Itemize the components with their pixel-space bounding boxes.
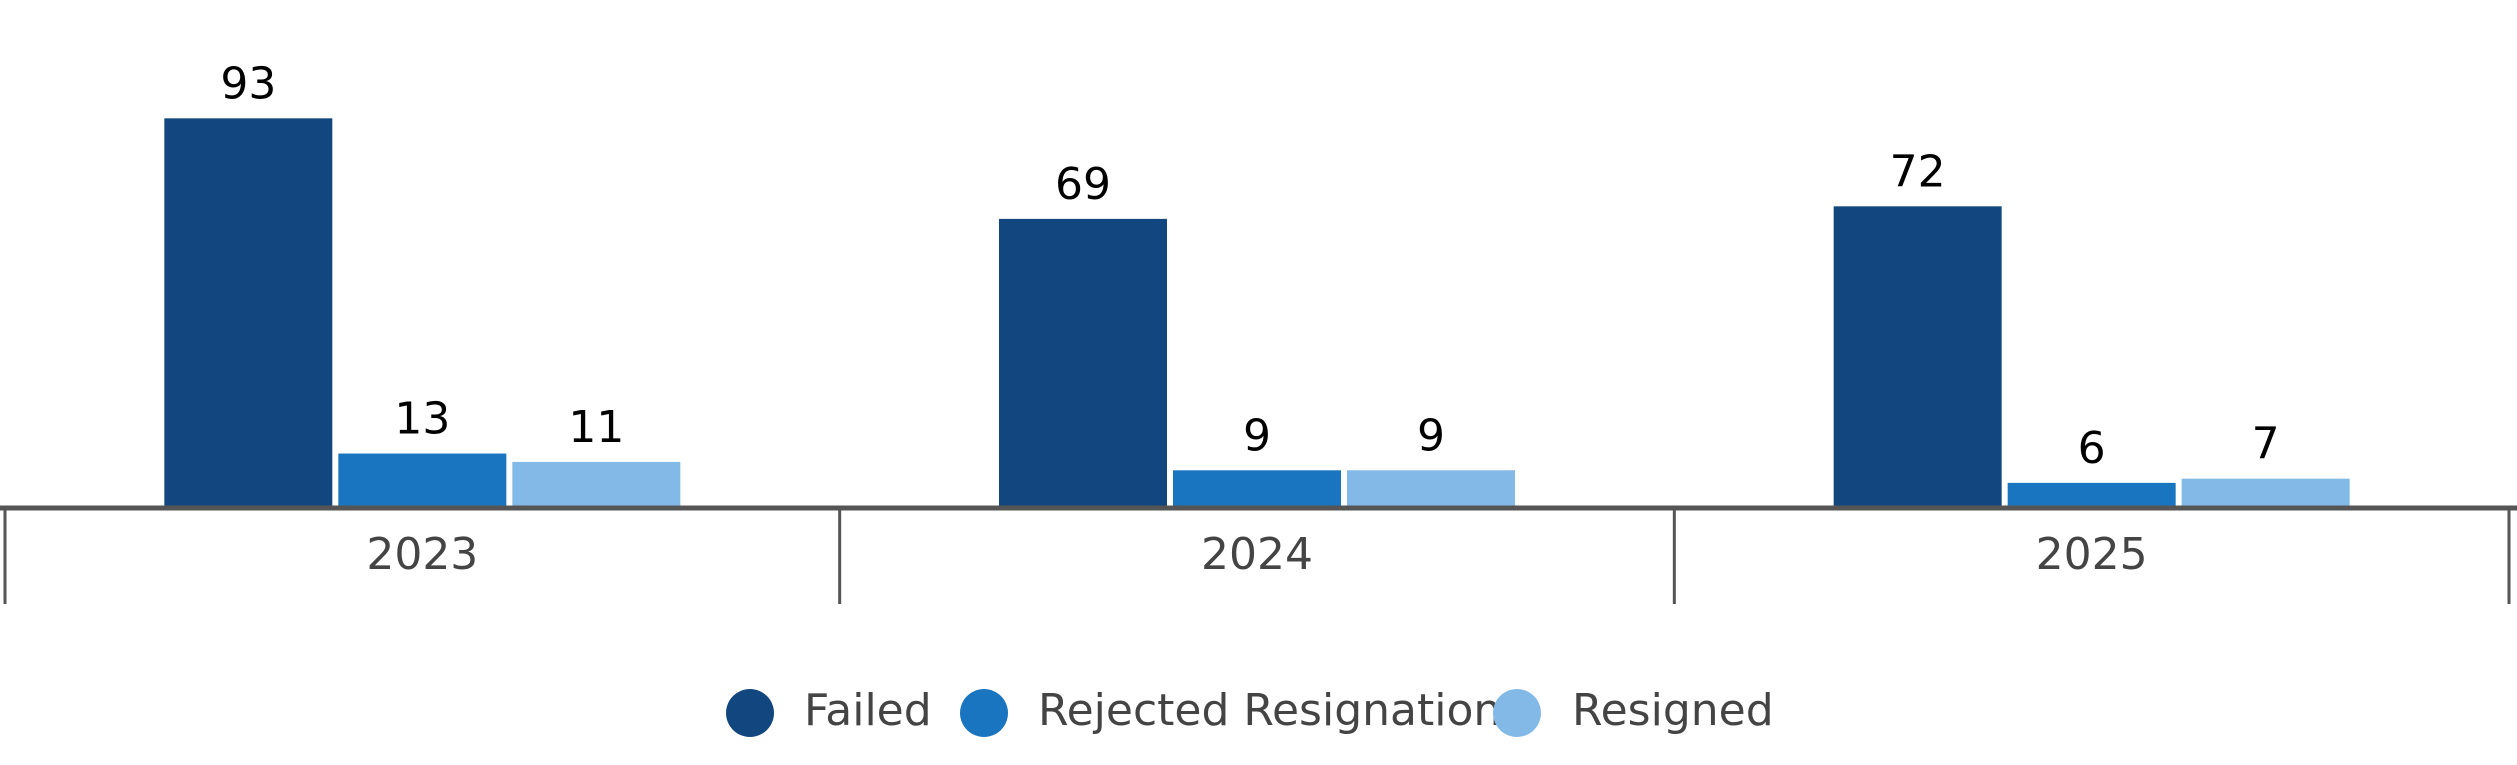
x-tick-label: 2025 (2036, 529, 2148, 580)
bar (512, 461, 681, 508)
bar (338, 453, 507, 508)
bar (999, 218, 1167, 508)
value-label: 93 (220, 58, 276, 109)
bar (2007, 482, 2176, 508)
value-label: 13 (394, 394, 450, 445)
value-label: 6 (2078, 423, 2106, 474)
bar (1833, 206, 2002, 508)
x-tick-label: 2023 (366, 529, 478, 580)
bar (1173, 470, 1341, 508)
value-label: 69 (1055, 159, 1111, 210)
legend-swatch (1493, 689, 1541, 737)
bar (2181, 478, 2350, 508)
legend-label: Failed (804, 685, 932, 736)
legend-label: Resigned (1572, 685, 1774, 736)
bar (1347, 470, 1515, 508)
value-label: 9 (1243, 410, 1271, 461)
bar (164, 118, 333, 508)
value-label: 9 (1417, 410, 1445, 461)
value-label: 72 (1890, 146, 1946, 197)
x-tick-label: 2024 (1201, 529, 1313, 580)
value-label: 7 (2252, 419, 2280, 470)
legend-label: Rejected Resignation (1038, 685, 1501, 736)
legend-swatch (960, 689, 1008, 737)
legend-swatch (726, 689, 774, 737)
value-label: 11 (568, 402, 624, 453)
